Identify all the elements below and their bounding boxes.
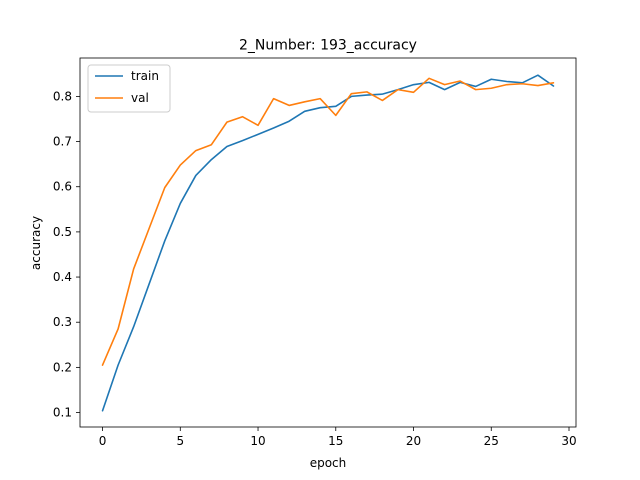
y-tick-label: 0.3	[53, 315, 72, 329]
y-tick-label: 0.7	[53, 135, 72, 149]
x-tick-label: 10	[250, 434, 265, 448]
x-tick-label: 15	[328, 434, 343, 448]
plot-frame	[79, 57, 577, 428]
x-tick-label: 30	[561, 434, 576, 448]
series-line-val	[101, 77, 555, 366]
y-tick-label: 0.4	[53, 270, 72, 284]
y-tick-label: 0.6	[53, 180, 72, 194]
y-tick-label: 0.8	[53, 89, 72, 103]
y-tick-label: 0.1	[53, 406, 72, 420]
x-tick-label: 0	[99, 434, 107, 448]
x-tick-label: 20	[406, 434, 421, 448]
x-tick-label: 25	[484, 434, 499, 448]
plot-area: 0 5 10 15 20 25 30 0.1 0.2 0.3 0.4 0.5 0.6 0.7 0.8 trai…	[53, 57, 577, 448]
y-axis-label: accuracy	[29, 216, 43, 270]
x-tick-label: 5	[176, 434, 184, 448]
y-tick-label: 0.5	[53, 225, 72, 239]
chart-title: 2_Number: 193_accuracy	[239, 38, 417, 54]
legend: train val	[87, 64, 171, 113]
plot-background	[80, 58, 576, 427]
x-axis-label: epoch	[310, 456, 347, 470]
legend-label-val: val	[131, 91, 149, 105]
y-tick-label: 0.2	[53, 360, 72, 374]
legend-label-train: train	[131, 69, 159, 83]
